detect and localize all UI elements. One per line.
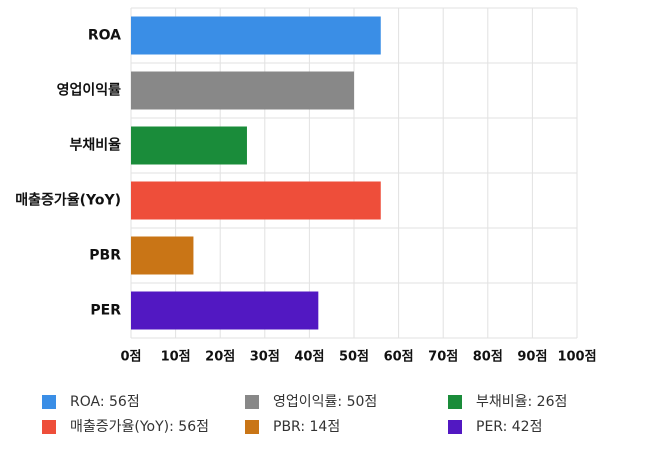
x-tick-label: 10점 (161, 350, 191, 365)
legend-swatch (42, 420, 56, 434)
bar (131, 126, 247, 165)
y-tick-label: 영업이익률 (57, 82, 122, 99)
x-tick-label: 100점 (557, 350, 596, 365)
legend-label: 영업이익률: 50점 (273, 394, 377, 410)
legend-swatch (245, 420, 259, 434)
y-tick-label: ROA (88, 28, 121, 44)
legend-label: 매출증가율(YoY): 56점 (70, 419, 209, 435)
x-tick-label: 40점 (294, 350, 324, 365)
bar (131, 181, 381, 220)
legend-label: PER: 42점 (476, 419, 542, 435)
x-tick-label: 80점 (473, 350, 503, 365)
x-tick-label: 50점 (339, 350, 369, 365)
y-tick-label: 부채비율 (69, 137, 121, 154)
legend-swatch (245, 395, 259, 409)
bar (131, 236, 194, 275)
legend-swatch (448, 420, 462, 434)
x-tick-label: 70점 (428, 350, 458, 365)
y-tick-label: 매출증가율(YoY) (15, 192, 121, 209)
legend-label: PBR: 14점 (273, 419, 340, 435)
x-tick-label: 90점 (517, 350, 547, 365)
y-tick-label: PBR (89, 248, 121, 264)
bar (131, 291, 319, 330)
x-tick-label: 20점 (205, 350, 235, 365)
x-tick-label: 60점 (384, 350, 414, 365)
legend-swatch (448, 395, 462, 409)
x-tick-label: 0점 (120, 350, 141, 365)
x-tick-label: 30점 (250, 350, 280, 365)
y-tick-label: PER (90, 303, 121, 319)
legend-swatch (42, 395, 56, 409)
bar (131, 71, 354, 110)
legend-label: ROA: 56점 (70, 394, 140, 410)
bar (131, 16, 381, 55)
legend-label: 부채비율: 26점 (476, 394, 567, 410)
